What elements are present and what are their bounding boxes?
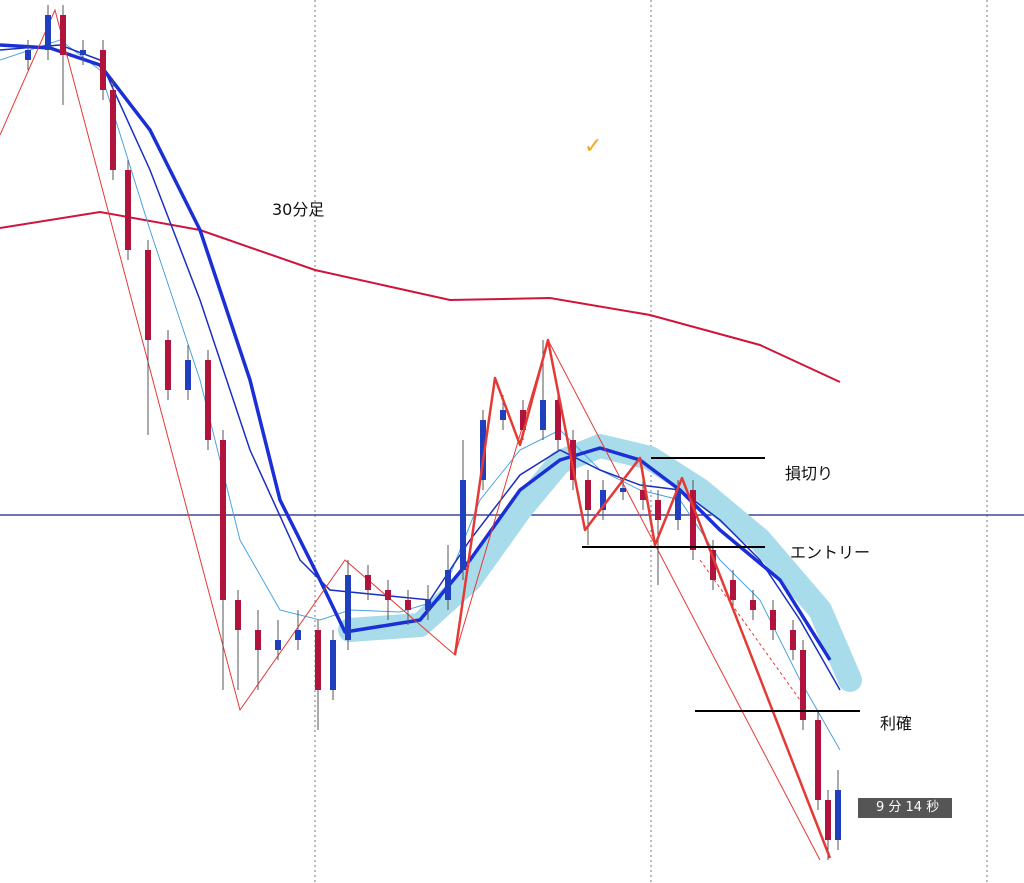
- timeframe-label: 30分足: [272, 200, 325, 219]
- dashed-trend: [699, 559, 801, 701]
- trend-line: [453, 338, 832, 859]
- entry-label: エントリー: [790, 543, 871, 562]
- highlight-band: [338, 434, 862, 692]
- ma-long: [0, 210, 841, 383]
- bull-candles: [25, 15, 841, 840]
- level-lines: [582, 457, 860, 712]
- take-profit-label: 利確: [880, 714, 913, 733]
- wicks: [27, 5, 839, 860]
- timer: 9 分 14 秒: [858, 798, 952, 818]
- ma-thin: [0, 39, 841, 751]
- ma-short: [0, 43, 832, 661]
- zigzag: [0, 8, 821, 861]
- check-mark: ✓: [584, 134, 603, 159]
- grid: [314, 0, 988, 883]
- ma-mid: [0, 44, 841, 691]
- stop-loss-label: 損切り: [785, 464, 834, 483]
- bear-candles: [60, 15, 831, 840]
